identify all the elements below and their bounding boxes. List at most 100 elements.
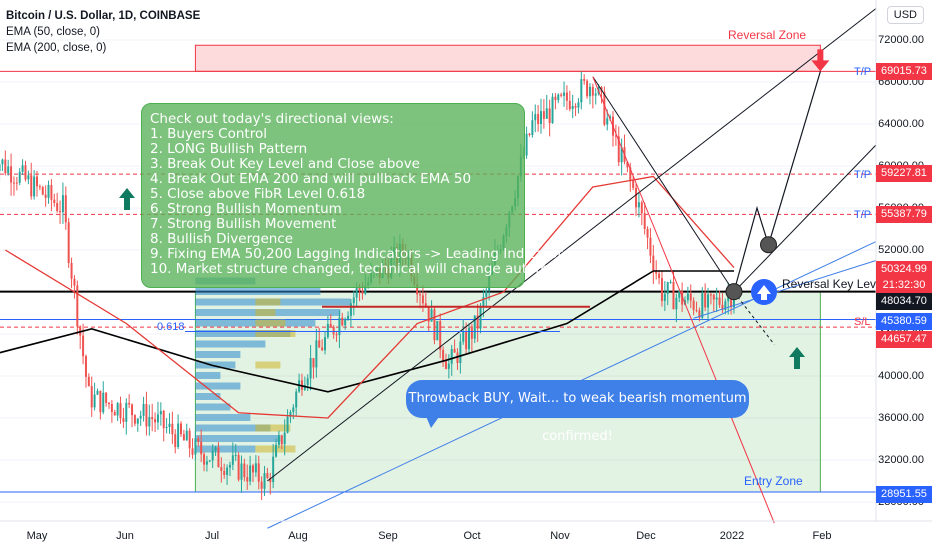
ema50-legend[interactable]: EMA (50, close, 0) xyxy=(6,26,100,38)
price-tag: 28951.55 xyxy=(876,486,932,503)
candle-body xyxy=(698,310,701,318)
price-tag: 48034.70 xyxy=(876,293,932,310)
candle-body xyxy=(136,418,139,424)
candle-body xyxy=(462,331,465,342)
candle-body xyxy=(312,358,315,368)
candle-body xyxy=(105,392,108,403)
candle-body xyxy=(649,237,652,256)
candle-body xyxy=(174,434,177,448)
candle-body xyxy=(603,92,606,125)
candle-body xyxy=(128,402,131,405)
candle-body xyxy=(7,166,10,174)
candle-body xyxy=(361,290,364,294)
candle-body xyxy=(433,309,436,341)
candle-body xyxy=(594,93,597,96)
candle-body xyxy=(33,176,36,197)
candle-body xyxy=(635,187,638,208)
candle-body xyxy=(177,423,180,448)
candle-body xyxy=(531,120,534,135)
note-item: 8. Bullish Divergence xyxy=(150,231,294,247)
candle-body xyxy=(485,290,488,297)
candle-body xyxy=(110,404,113,412)
volume-profile-bar xyxy=(195,340,266,348)
candle-body xyxy=(139,415,142,419)
y-tick-label: 52000.00 xyxy=(878,244,924,256)
candle-body xyxy=(231,455,234,465)
candle-body xyxy=(303,385,306,390)
candle-body xyxy=(565,92,568,101)
candle-body xyxy=(335,334,338,336)
candle-body xyxy=(442,349,445,361)
projection-dashed-line xyxy=(733,291,775,345)
tp-label: T/P xyxy=(854,209,872,221)
candle-body xyxy=(191,448,194,455)
candle-body xyxy=(580,79,583,103)
candle-body xyxy=(695,310,698,312)
candle-body xyxy=(38,186,41,188)
candle-body xyxy=(678,290,681,298)
candle-body xyxy=(626,161,629,168)
ema50-line xyxy=(4,175,735,419)
candle-body xyxy=(447,363,450,369)
candle-body xyxy=(1,159,4,165)
candle-body xyxy=(228,464,231,468)
candle-body xyxy=(591,86,594,96)
candle-body xyxy=(84,356,87,377)
candle-body xyxy=(24,165,27,180)
candle-body xyxy=(203,454,206,465)
up-arrow-icon xyxy=(119,188,135,210)
candle-body xyxy=(249,465,252,482)
candle-body xyxy=(263,473,266,489)
candle-body xyxy=(30,175,33,197)
candle-body xyxy=(67,222,70,263)
x-tick-label: Jul xyxy=(204,530,220,542)
candle-body xyxy=(692,300,695,311)
candle-body xyxy=(482,296,485,306)
reversal-zone xyxy=(194,44,821,72)
y-tick-label: 40000.00 xyxy=(878,370,924,382)
candle-body xyxy=(318,340,321,348)
candle-body xyxy=(444,360,447,369)
candle-body xyxy=(712,294,715,300)
volume-profile-bar xyxy=(195,382,241,390)
candle-body xyxy=(574,106,577,108)
candle-body xyxy=(586,80,589,97)
candle-body xyxy=(479,305,482,329)
candle-body xyxy=(306,378,309,386)
candle-body xyxy=(721,304,724,310)
volume-profile-bar xyxy=(195,403,231,411)
price-tag: 45380.59 xyxy=(876,313,932,330)
candle-body xyxy=(243,463,246,478)
tp-label: T/P xyxy=(854,169,872,181)
ema200-legend[interactable]: EMA (200, close, 0) xyxy=(6,42,107,54)
volume-profile-bar xyxy=(255,330,296,337)
candle-body xyxy=(663,293,666,301)
candle-body xyxy=(701,293,704,318)
note-item: 5. Close above FibR Level 0.618 xyxy=(150,186,366,202)
candle-body xyxy=(568,100,571,110)
candle-body xyxy=(4,159,7,174)
candle-body xyxy=(660,278,663,301)
candle-body xyxy=(15,182,18,184)
throwback-callout[interactable]: Throwback BUY, Wait... to weak bearish m… xyxy=(406,380,749,444)
candle-body xyxy=(652,255,655,272)
candle-body xyxy=(194,438,197,455)
callout-tail xyxy=(425,414,441,428)
candle-body xyxy=(47,185,50,198)
candle-body xyxy=(643,213,646,229)
candle-body xyxy=(286,416,289,433)
candle-body xyxy=(332,326,335,335)
symbol-title[interactable]: Bitcoin / U.S. Dollar, 1D, COINBASE xyxy=(6,10,201,22)
candle-body xyxy=(0,164,1,172)
volume-profile-bar xyxy=(255,309,276,316)
currency-button[interactable]: USD xyxy=(886,6,924,24)
candle-body xyxy=(338,317,341,336)
countdown-tag: 21:32:30 xyxy=(876,277,932,294)
candle-body xyxy=(133,415,136,424)
candle-body xyxy=(220,467,223,472)
candle-body xyxy=(182,434,185,441)
candle-body xyxy=(145,404,148,427)
analysis-note[interactable]: Check out today's directional views: 1. … xyxy=(141,103,597,288)
